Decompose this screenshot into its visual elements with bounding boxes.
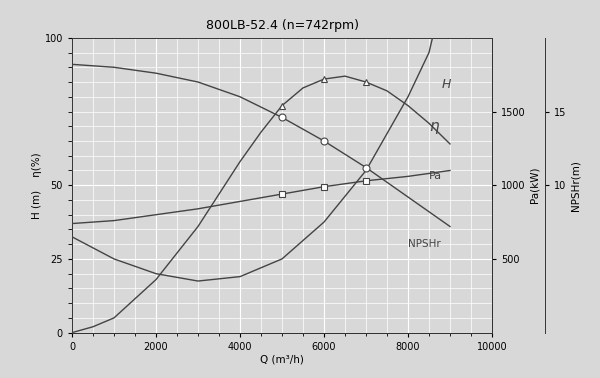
Text: H: H (442, 79, 451, 91)
Y-axis label: H (m)    η(%): H (m) η(%) (32, 152, 42, 218)
X-axis label: Q (m³/h): Q (m³/h) (260, 355, 304, 364)
Text: Pa: Pa (429, 171, 442, 181)
Y-axis label: NPSHr(m): NPSHr(m) (571, 160, 580, 211)
Text: NPSHr: NPSHr (408, 239, 441, 249)
Text: η: η (429, 119, 439, 134)
Title: 800LB-52.4 (n=742rpm): 800LB-52.4 (n=742rpm) (205, 19, 359, 33)
Y-axis label: Pa(kW): Pa(kW) (530, 167, 540, 203)
